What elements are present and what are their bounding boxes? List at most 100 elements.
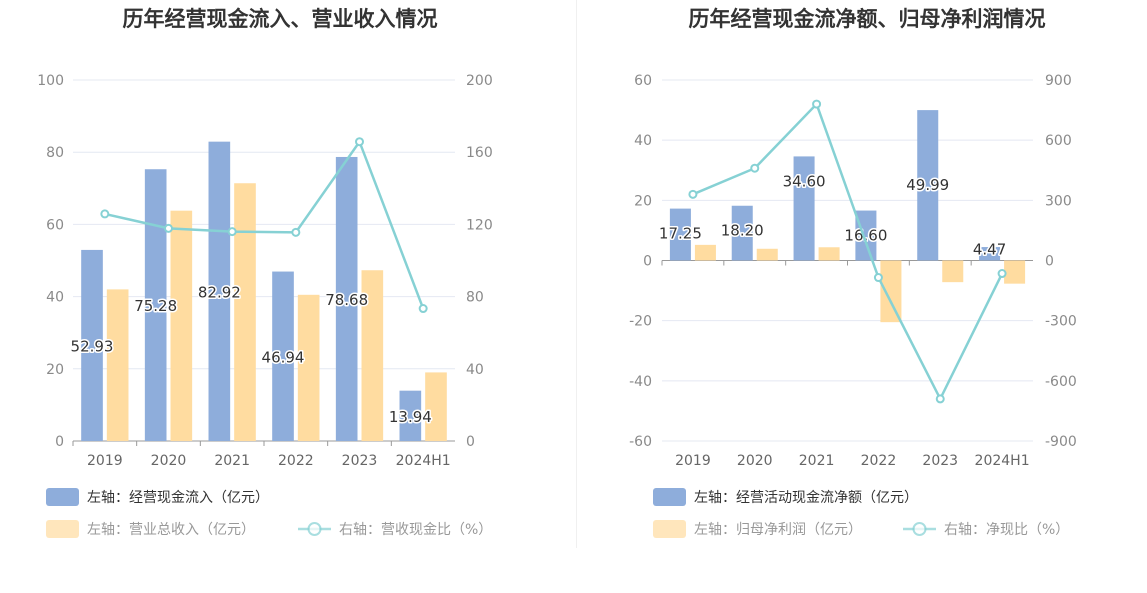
y-left-tick-label: 20 — [634, 193, 652, 209]
y-left-tick-label: 100 — [37, 73, 64, 89]
x-tick-label: 2023 — [922, 453, 958, 469]
line-point — [873, 273, 883, 283]
x-tick-label: 2021 — [799, 453, 835, 469]
x-tick-label: 2019 — [675, 453, 711, 469]
y-right-tick-label: 900 — [1045, 73, 1072, 89]
y-right-tick-label: -600 — [1045, 374, 1077, 390]
x-tick-label: 2024H1 — [975, 453, 1030, 469]
legend-line-marker — [307, 522, 322, 536]
line-point — [227, 227, 237, 237]
y-left-tick-label: -40 — [629, 374, 652, 390]
y-right-tick-label: 160 — [466, 145, 493, 161]
bar-primary — [855, 210, 877, 261]
x-tick-label: 2020 — [737, 453, 773, 469]
data-label: 4.47 — [973, 241, 1006, 259]
line-point — [100, 209, 110, 219]
y-left-tick-label: 60 — [634, 73, 652, 89]
bar-primary — [81, 249, 103, 441]
data-label: 75.28 — [134, 297, 177, 315]
bar-primary — [979, 247, 1001, 261]
x-tick-label: 2022 — [861, 453, 897, 469]
y-left-tick-label: -60 — [629, 434, 652, 450]
x-tick-label: 2022 — [278, 453, 314, 469]
bar-secondary — [756, 248, 778, 261]
data-label: 52.93 — [71, 337, 114, 355]
bar-primary — [272, 271, 294, 441]
legend-swatch-secondary — [653, 520, 686, 538]
line-point — [418, 304, 428, 314]
bar-secondary — [170, 210, 193, 441]
x-tick-label: 2021 — [214, 453, 250, 469]
y-left-tick-label: 0 — [643, 254, 652, 270]
bar-primary — [144, 169, 167, 441]
line-point — [291, 227, 301, 237]
legend-swatch-secondary — [46, 520, 79, 538]
data-label: 82.92 — [198, 283, 241, 301]
y-right-tick-label: 40 — [466, 362, 484, 378]
legend-label: 左轴：营业总收入（亿元） — [87, 522, 255, 538]
bar-primary — [917, 110, 939, 261]
bar-secondary — [425, 372, 447, 441]
line-point — [935, 394, 945, 404]
bar-secondary — [942, 260, 964, 283]
x-tick-label: 2024H1 — [396, 453, 451, 469]
bar-primary — [208, 141, 231, 441]
data-label: 34.60 — [783, 172, 826, 190]
x-tick-label: 2019 — [87, 453, 123, 469]
legend-swatch-primary — [653, 488, 686, 506]
y-left-tick-label: 60 — [46, 217, 64, 233]
bar-secondary — [106, 289, 129, 441]
bar-secondary — [818, 247, 840, 261]
y-left-tick-label: 40 — [46, 290, 64, 306]
chart-title: 历年经营现金流净额、归母净利润情况 — [689, 7, 1046, 31]
bar-primary — [399, 390, 422, 441]
data-label: 49.99 — [906, 176, 949, 194]
line-series — [104, 139, 425, 309]
y-left-tick-label: -20 — [629, 314, 652, 330]
line-point — [688, 189, 698, 199]
y-right-tick-label: 0 — [466, 434, 475, 450]
bar-primary — [731, 205, 753, 261]
data-label: 16.60 — [844, 227, 887, 245]
legend-label: 右轴：净现比（%） — [944, 522, 1069, 538]
bar-secondary — [694, 244, 716, 261]
bar-secondary — [880, 260, 902, 323]
data-label: 17.25 — [659, 225, 702, 243]
y-left-tick-label: 0 — [55, 434, 64, 450]
bar-secondary — [234, 183, 256, 441]
bar-primary — [335, 156, 358, 441]
x-tick-label: 2023 — [342, 453, 378, 469]
data-label: 13.94 — [389, 408, 432, 426]
legend-label: 左轴：经营活动现金流净额（亿元） — [694, 490, 918, 506]
bar-primary — [793, 156, 815, 261]
chart-panel-left: 历年经营现金流入、营业收入情况 0 20 40 60 80 100 0 40 80 120 160 20… — [0, 0, 576, 589]
y-right-tick-label: 80 — [466, 290, 484, 306]
legend-line-marker — [912, 522, 927, 536]
data-label: 78.68 — [325, 291, 368, 309]
line-point — [750, 163, 760, 173]
y-right-tick-label: 600 — [1045, 133, 1072, 149]
data-label: 46.94 — [262, 348, 305, 366]
y-right-tick-label: 300 — [1045, 193, 1072, 209]
x-tick-label: 2020 — [151, 453, 187, 469]
y-right-tick-label: -900 — [1045, 434, 1077, 450]
line-point — [355, 137, 364, 147]
y-right-tick-label: 0 — [1045, 254, 1054, 270]
line-point — [164, 223, 173, 233]
legend-label: 左轴：经营现金流入（亿元） — [87, 490, 269, 506]
y-left-tick-label: 20 — [46, 362, 64, 378]
data-label: 18.20 — [721, 222, 764, 240]
chart-net-cash-flow-profit: 历年经营现金流净额、归母净利润情况 -60 -40 -20 0 20 40 60 -900 -60… — [629, 7, 1077, 538]
chart-cash-inflow-revenue: 历年经营现金流入、营业收入情况 0 20 40 60 80 100 0 40 80 120 160 20… — [37, 7, 493, 538]
legend-swatch-primary — [46, 488, 79, 506]
bar-secondary — [361, 270, 384, 441]
y-right-tick-label: 200 — [466, 73, 493, 89]
chart-title: 历年经营现金流入、营业收入情况 — [123, 7, 438, 31]
y-right-tick-label: 120 — [466, 217, 493, 233]
legend-label: 左轴：归母净利润（亿元） — [694, 521, 862, 538]
bar-secondary — [297, 294, 320, 441]
line-point — [812, 99, 822, 109]
line-series — [692, 101, 1004, 402]
line-point — [997, 269, 1007, 279]
legend-label: 右轴：营收现金比（%） — [339, 522, 492, 538]
